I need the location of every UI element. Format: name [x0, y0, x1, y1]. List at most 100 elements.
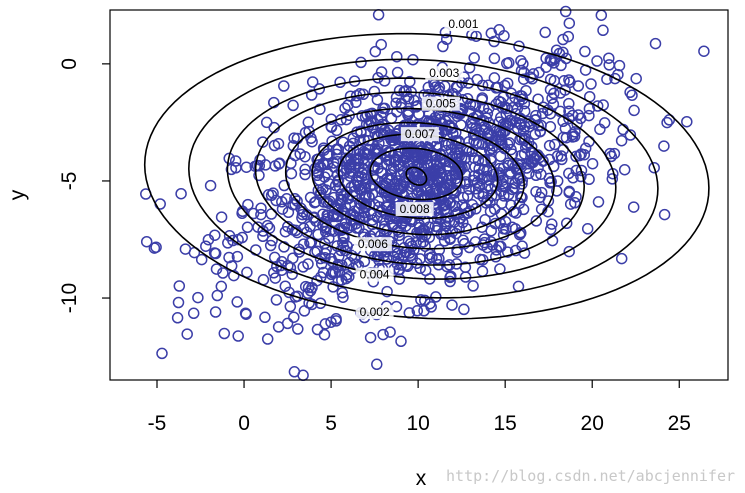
scatter-point [218, 327, 231, 340]
scatter-point [393, 229, 405, 242]
scatter-point [579, 142, 592, 155]
scatter-point [518, 66, 530, 79]
scatter-point [330, 313, 342, 325]
x-tick-label: 10 [406, 412, 429, 435]
scatter-point [463, 241, 476, 254]
scatter-point [337, 136, 349, 148]
scatter-point [491, 81, 504, 94]
contour-line-0.005 [284, 107, 555, 250]
scatter-point [315, 271, 327, 283]
scatter-point [363, 191, 375, 204]
scatter-point [357, 146, 370, 158]
scatter-point [435, 149, 447, 161]
scatter-point [467, 280, 479, 292]
scatter-point [321, 148, 334, 160]
scatter-point [493, 131, 506, 143]
scatter-point [658, 140, 670, 152]
scatter-point [391, 106, 403, 118]
scatter-point [384, 326, 396, 338]
scatter-point [606, 173, 619, 185]
x-tick-label: 0 [238, 412, 250, 435]
scatter-point [463, 62, 476, 74]
scatter-point [230, 162, 242, 174]
scatter-point [154, 198, 166, 210]
scatter-point [347, 132, 360, 144]
scatter-point [195, 253, 208, 266]
y-axis-label: y [6, 189, 29, 200]
scatter-point [557, 143, 569, 156]
scatter-point [367, 122, 379, 134]
contour-label: 0.004 [360, 268, 390, 282]
scatter-point [498, 30, 510, 42]
scatter-point [444, 271, 456, 284]
scatter-point [446, 299, 458, 311]
scatter-point [314, 297, 327, 310]
scatter-point [464, 205, 476, 217]
scatter-point [302, 258, 314, 270]
scatter-point [563, 105, 575, 117]
scatter-point [259, 311, 271, 324]
scatter-point [560, 217, 573, 230]
scatter-point [544, 107, 557, 120]
scatter-point [440, 33, 453, 46]
scatter-point [302, 116, 315, 129]
scatter-point [369, 45, 382, 58]
scatter-point [544, 177, 556, 189]
scatter-point [526, 73, 538, 85]
scatter-point [551, 150, 564, 162]
scatter-point [422, 141, 434, 154]
scatter-point [325, 252, 337, 265]
scatter-point [603, 59, 615, 71]
scatter-point [172, 296, 185, 309]
scatter-point [630, 72, 642, 85]
scatter-point [499, 215, 512, 228]
scatter-point [335, 188, 347, 200]
scatter-point [181, 328, 193, 340]
scatter-point [333, 224, 345, 236]
scatter-point [530, 169, 542, 182]
contour-line-0.009 [405, 166, 428, 186]
scatter-point [535, 119, 547, 132]
scatter-point [432, 160, 445, 173]
scatter-point [247, 207, 260, 220]
scatter-point [228, 269, 240, 282]
contour-label: 0.005 [426, 97, 456, 111]
scatter-point [429, 111, 442, 124]
scatter-point [496, 197, 508, 209]
scatter-point [171, 312, 184, 324]
scatter-point [257, 136, 269, 148]
scatter-point [375, 38, 387, 51]
scatter-point [392, 160, 405, 173]
scatter-point [411, 180, 423, 192]
scatter-point [461, 92, 474, 105]
scatter-point [433, 244, 446, 256]
scatter-point [348, 179, 360, 192]
scatter-point [453, 222, 465, 234]
scatter-point [539, 26, 551, 39]
scatter-point [543, 172, 556, 185]
scatter-point [439, 139, 452, 152]
scatter-point [504, 168, 517, 180]
scatter-point [501, 77, 514, 89]
scatter-point [371, 145, 384, 157]
scatter-point [302, 287, 314, 300]
scatter-point [408, 165, 421, 177]
scatter-point [509, 244, 522, 257]
scatter-point [395, 335, 407, 348]
scatter-point [305, 89, 318, 101]
scatter-point [334, 76, 346, 89]
scatter-point [535, 186, 548, 199]
y-tick-label: -10 [58, 283, 81, 313]
scatter-point [566, 128, 579, 141]
watermark: http://blog.csdn.net/abcjennifer [446, 467, 735, 485]
scatter-point [267, 187, 279, 199]
scatter-point [156, 347, 168, 360]
contour-label-bg [425, 66, 464, 81]
scatter-point [278, 179, 290, 192]
scatter-point [391, 66, 404, 79]
scatter-point [340, 113, 353, 126]
scatter-point [319, 252, 331, 264]
scatter-point [598, 117, 611, 129]
scatter-point [299, 163, 311, 176]
scatter-point [278, 80, 290, 92]
